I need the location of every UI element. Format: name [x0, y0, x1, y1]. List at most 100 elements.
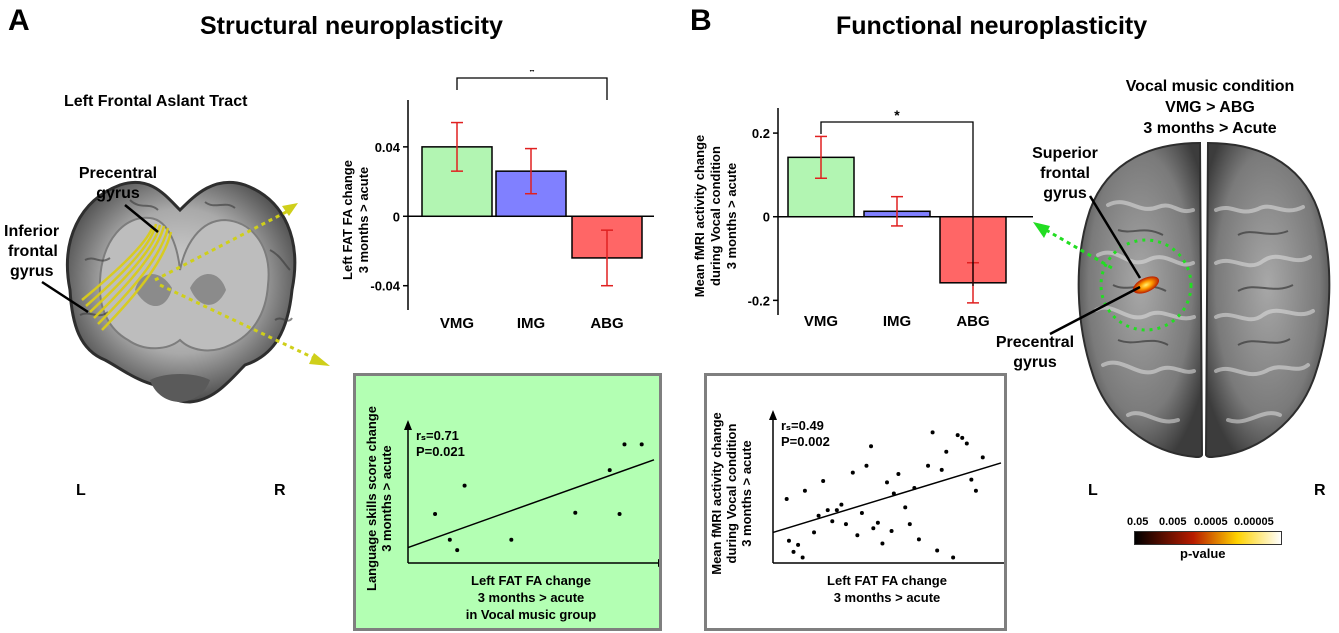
scatter-x-label-line-2: 3 months > acute — [834, 590, 941, 605]
arrow-head-scatter — [309, 353, 330, 366]
scatter-point — [864, 463, 869, 468]
y-axis-label-line-3: 3 months > acute — [724, 163, 739, 270]
scatter-point — [802, 488, 807, 493]
green-dotted-arrow — [1045, 228, 1113, 270]
stat-p: P=0.002 — [781, 434, 830, 449]
category-label-vmg: VMG — [440, 315, 474, 332]
scatter-point — [784, 497, 789, 502]
scatter-point — [955, 433, 960, 438]
superior-pointer-line — [1088, 195, 1142, 279]
scatter-chart-language: rₛ=0.71P=0.021 Left FAT FA change 3 months… — [364, 406, 668, 622]
scatter-point — [869, 444, 874, 449]
significance-star: * — [894, 107, 900, 123]
scatter-point — [926, 463, 931, 468]
panel-a-left-marker: L — [76, 482, 86, 499]
panel-b-left-marker: L — [1088, 482, 1098, 499]
green-arrow-head — [1033, 222, 1050, 238]
scatter-point — [839, 502, 844, 507]
vocal-condition-title-line3: 3 months > Acute — [1143, 120, 1277, 137]
regression-line — [407, 459, 655, 549]
scatter-point — [885, 480, 889, 485]
scatter-point — [639, 442, 644, 447]
precentral-gyrus-b-label-line1: Precentral — [995, 334, 1075, 351]
scatter-point — [855, 533, 860, 538]
precentral-gyrus-label-line2: gyrus — [96, 185, 140, 202]
scatter-point — [916, 537, 921, 542]
precentral-pointer-line — [124, 204, 159, 233]
scatter-point — [462, 483, 467, 488]
significance-bracket — [456, 77, 608, 100]
inferior-frontal-gyrus-label-line2: frontal — [8, 243, 58, 260]
vocal-condition-title: Vocal music condition VMG > ABG 3 months… — [1090, 76, 1330, 139]
category-label-img: IMG — [517, 315, 545, 332]
scatter-point — [796, 542, 801, 547]
stat-p: P=0.021 — [416, 444, 465, 459]
y-tick-label: 0 — [393, 209, 400, 224]
regression-line — [772, 462, 1002, 534]
panel-b-title: Functional neuroplasticity — [836, 12, 1148, 40]
category-label-abg: ABG — [590, 315, 623, 332]
significance-bracket — [820, 121, 974, 286]
scatter-point — [973, 488, 978, 493]
y-tick-label: -0.04 — [370, 279, 400, 294]
scatter-point — [850, 470, 855, 475]
colorbar — [1134, 531, 1282, 545]
y-axis-label: Mean fMRI activity change during Vocal co… — [692, 135, 739, 298]
scatter-point — [812, 530, 817, 535]
scatter-point — [930, 430, 935, 435]
precentral-gyrus-b-label: Precentral gyrus — [990, 333, 1080, 373]
colorbar-tick-1: 0.005 — [1159, 516, 1187, 528]
colorbar-tick-3: 0.00005 — [1234, 516, 1274, 528]
inferior-frontal-gyrus-label-line1: Inferior — [4, 223, 60, 240]
arrow-head-bar — [282, 203, 298, 216]
scatter-point — [786, 538, 791, 543]
scatter-point — [907, 522, 912, 527]
superior-frontal-gyrus-label-line2: frontal — [1040, 165, 1090, 182]
colorbar-ticks: 0.05 0.005 0.0005 0.00005 — [1110, 516, 1290, 530]
scatter-point — [935, 548, 940, 553]
scatter-point — [617, 511, 622, 516]
scatter-y-label-line-1: Language skills score change — [364, 406, 379, 591]
bar-chart-fa: 0.04 0 -0.04 VMG IMG ABG * Left FAT FA change 3 … — [340, 70, 654, 332]
panel-a-title: Structural neuroplasticity — [200, 12, 503, 40]
scatter-point — [980, 455, 985, 460]
scatter-point — [880, 541, 885, 546]
scatter-point — [896, 472, 901, 477]
panel-a-brain-title: Left Frontal Aslant Tract — [64, 93, 248, 110]
scatter-y-arrow — [404, 420, 412, 430]
vocal-condition-title-line2: VMG > ABG — [1165, 99, 1255, 116]
scatter-point — [834, 508, 839, 513]
inferior-pointer-line — [41, 280, 89, 314]
scatter-point — [964, 441, 969, 446]
y-axis-label: Left FAT FA change 3 months > acute — [340, 160, 371, 280]
scatter-point — [951, 555, 956, 560]
scatter-panel-a-frame: rₛ=0.71 P=0.021 Left FAT FA change 3 months… — [353, 373, 668, 631]
scatter-point — [843, 522, 848, 527]
scatter-y-label: Mean fMRI activity change during Vocal co… — [709, 412, 754, 575]
superior-frontal-gyrus-label-line1: Superior — [1032, 145, 1098, 162]
panel-b-letter: B — [690, 4, 712, 37]
scatter-panel-b-frame: rₛ=0.49 P=0.002 Left FAT FA change 3 months… — [704, 373, 1015, 631]
scatter-y-label-line-1: Mean fMRI activity change — [709, 412, 724, 575]
dotted-arrow-to-scatter — [159, 283, 319, 362]
scatter-point — [455, 548, 460, 553]
scatter-chart-fmri: rₛ=0.49P=0.002 Left FAT FA change 3 months… — [709, 410, 1015, 605]
bar-chart-fmri: 0.2 0 -0.2 VMG IMG ABG * Mean fMRI activity cha… — [692, 107, 1033, 330]
panel-a-letter: A — [8, 4, 30, 37]
y-axis-label-line-2: during Vocal condition — [708, 146, 723, 286]
precentral-b-pointer-line — [1049, 285, 1141, 336]
stat-rs: rₛ=0.71 — [416, 428, 459, 443]
colorbar-tick-2: 0.0005 — [1194, 516, 1228, 528]
scatter-point — [573, 510, 578, 515]
scatter-point — [960, 435, 965, 440]
category-label-abg: ABG — [956, 313, 989, 330]
scatter-point — [830, 519, 835, 524]
significance-star: * — [529, 70, 535, 79]
scatter-point — [939, 467, 944, 472]
scatter-x-label-line-1: Left FAT FA change — [827, 573, 947, 588]
scatter-point — [607, 468, 612, 473]
scatter-point — [816, 513, 821, 518]
panel-a-right-marker: R — [274, 482, 286, 499]
scatter-point — [825, 508, 830, 513]
